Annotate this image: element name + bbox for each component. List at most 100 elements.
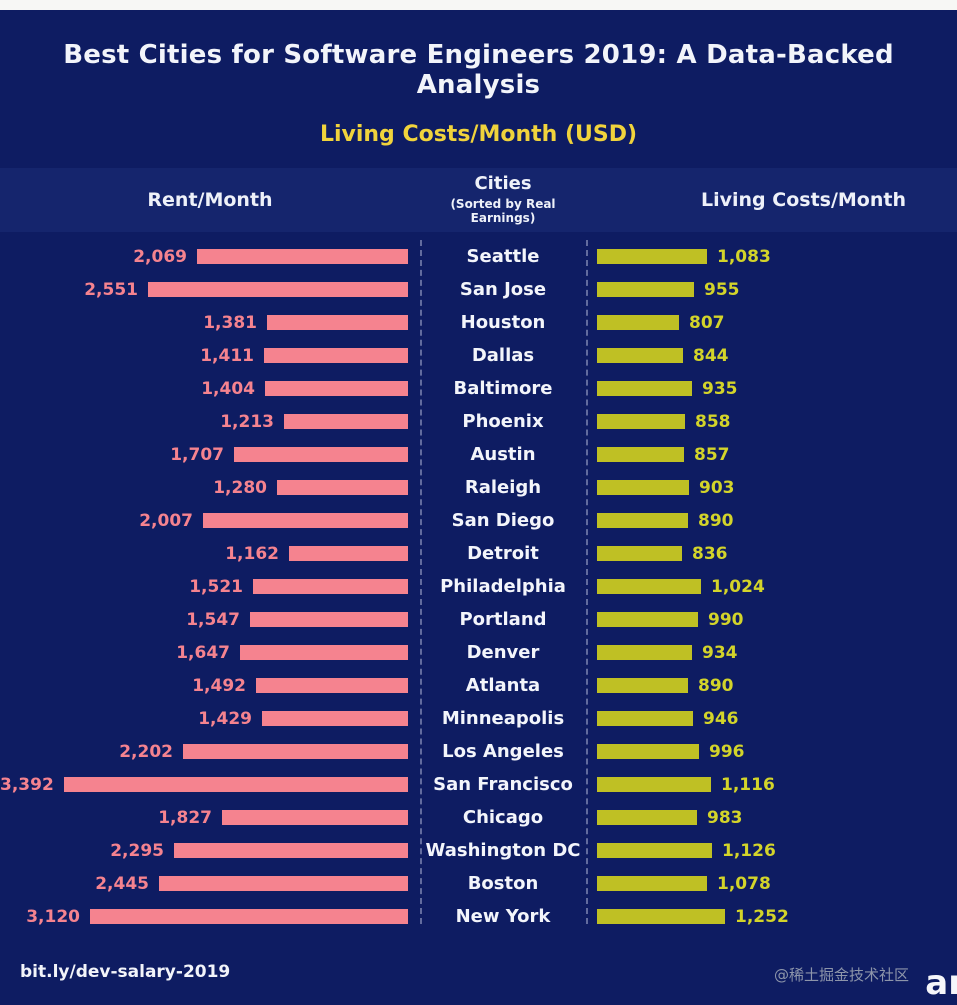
city-label: Philadelphia [440,576,566,597]
living-cost-bar [597,843,712,858]
city-label: San Diego [451,510,555,531]
living-cost-bar [597,480,689,495]
chart-row: 1,404 Baltimore 935 [0,372,957,405]
rent-cell: 1,381 [0,313,420,333]
rent-cell: 2,202 [0,742,420,762]
living-cost-cell: 983 [586,808,957,828]
rent-bar [222,810,408,825]
rent-value-label: 2,069 [133,246,187,267]
rent-value-label: 1,411 [200,345,254,366]
living-cost-value-label: 935 [702,378,738,399]
rent-bar [203,513,408,528]
right-dashed-divider [586,240,588,924]
rent-cell: 1,827 [0,808,420,828]
city-label: Los Angeles [442,741,564,762]
rent-cell: 3,120 [0,907,420,927]
rent-bar [174,843,408,858]
rent-bar [253,579,408,594]
rent-bar [289,546,408,561]
living-cost-bar [597,381,692,396]
living-cost-bar [597,249,707,264]
chart-row: 2,202 Los Angeles 996 [0,735,957,768]
city-label: Detroit [467,543,539,564]
living-cost-value-label: 1,126 [722,840,776,861]
living-cost-bar [597,678,688,693]
living-cost-cell: 935 [586,379,957,399]
living-cost-bar [597,579,701,594]
living-cost-bar [597,513,688,528]
rent-value-label: 2,551 [84,279,138,300]
rent-value-label: 1,827 [158,807,212,828]
rent-cell: 1,213 [0,412,420,432]
rent-bar [264,348,408,363]
chart-row: 1,521 Philadelphia 1,024 [0,570,957,603]
living-cost-bar [597,414,685,429]
rent-value-label: 1,429 [198,708,252,729]
rent-value-label: 1,647 [176,642,230,663]
chart-row: 1,492 Atlanta 890 [0,669,957,702]
rent-cell: 2,007 [0,511,420,531]
living-cost-cell: 996 [586,742,957,762]
rent-bar [63,777,408,792]
chart-area: 2,069 Seattle 1,083 2,551 San Jose 955 1,381 Ho… [0,232,957,938]
living-cost-bar [597,810,697,825]
chart-row: 1,213 Phoenix 858 [0,405,957,438]
living-cost-bar [597,711,693,726]
living-cost-bar [597,315,679,330]
living-costs-column-header: Living Costs/Month [701,189,906,211]
rent-value-label: 1,404 [201,378,255,399]
community-watermark: @稀土掘金技术社区 [773,966,909,984]
rent-cell: 2,445 [0,874,420,894]
rent-cell: 2,295 [0,841,420,861]
chart-row: 1,280 Raleigh 903 [0,471,957,504]
living-cost-value-label: 946 [703,708,739,729]
city-label: Portland [459,609,547,630]
rent-value-label: 1,213 [220,411,274,432]
living-cost-value-label: 983 [707,807,743,828]
chart-row: 3,120 New York 1,252 [0,900,957,933]
living-cost-bar [597,348,683,363]
title-block: Best Cities for Software Engineers 2019:… [0,10,957,168]
living-cost-value-label: 1,252 [735,906,789,927]
rent-value-label: 2,007 [139,510,193,531]
rent-bar [240,645,408,660]
city-label: Boston [467,873,539,894]
city-label: Washington DC [425,840,581,861]
rent-value-label: 1,280 [213,477,267,498]
living-cost-value-label: 858 [695,411,731,432]
rent-bar [90,909,408,924]
living-cost-cell: 1,078 [586,874,957,894]
rent-cell: 1,492 [0,676,420,696]
living-cost-value-label: 857 [694,444,730,465]
living-cost-cell: 890 [586,511,957,531]
living-cost-cell: 946 [586,709,957,729]
rent-bar [183,744,408,759]
chart-row: 2,007 San Diego 890 [0,504,957,537]
source-link-text: bit.ly/dev-salary-2019 [20,962,231,982]
living-cost-bar [597,777,711,792]
rent-cell: 2,551 [0,280,420,300]
living-cost-value-label: 903 [699,477,735,498]
living-cost-value-label: 807 [689,312,725,333]
rent-bar [234,447,408,462]
city-label: Chicago [462,807,544,828]
rent-cell: 1,280 [0,478,420,498]
corner-logo-fragment: ar [925,963,957,1003]
rent-value-label: 1,162 [225,543,279,564]
living-cost-value-label: 990 [708,609,744,630]
chart-row: 1,381 Houston 807 [0,306,957,339]
chart-row: 1,647 Denver 934 [0,636,957,669]
city-label: Phoenix [462,411,544,432]
living-cost-bar [597,876,707,891]
living-cost-value-label: 955 [704,279,740,300]
living-cost-cell: 955 [586,280,957,300]
living-cost-bar [597,282,694,297]
rent-value-label: 2,202 [119,741,173,762]
living-cost-bar [597,744,699,759]
chart-row: 1,707 Austin 857 [0,438,957,471]
living-cost-bar [597,612,698,627]
city-label: Dallas [471,345,535,366]
living-cost-value-label: 996 [709,741,745,762]
living-cost-cell: 1,083 [586,247,957,267]
